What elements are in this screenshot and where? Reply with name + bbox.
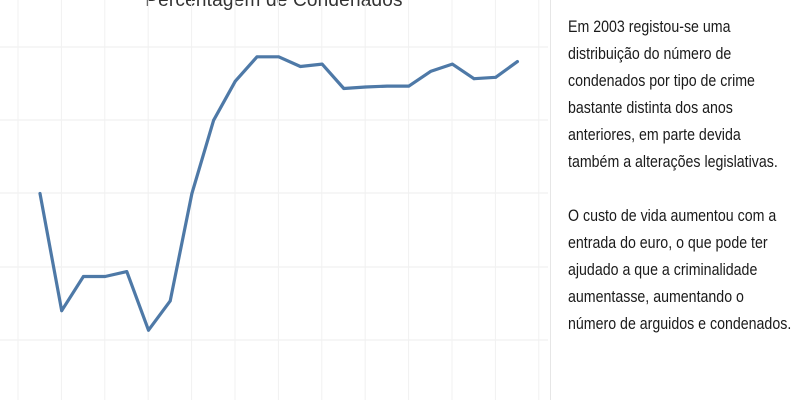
- data-point[interactable]: [60, 309, 64, 313]
- data-point[interactable]: [320, 62, 324, 66]
- data-point[interactable]: [168, 299, 172, 303]
- chart-panel: Percentagem de Condenados: [0, 0, 548, 400]
- data-point[interactable]: [212, 118, 216, 122]
- grid-lines: [0, 0, 548, 400]
- data-point[interactable]: [429, 70, 432, 73]
- data-point[interactable]: [494, 75, 498, 79]
- data-point[interactable]: [147, 328, 150, 332]
- data-point[interactable]: [38, 192, 42, 195]
- data-point[interactable]: [450, 62, 454, 66]
- data-point[interactable]: [364, 85, 367, 89]
- data-point[interactable]: [255, 55, 259, 59]
- data-point[interactable]: [407, 84, 411, 88]
- line-chart: [0, 0, 548, 400]
- panel-divider: [550, 0, 551, 400]
- data-point[interactable]: [516, 60, 519, 63]
- data-point[interactable]: [233, 79, 237, 83]
- data-point[interactable]: [103, 275, 107, 278]
- data-point[interactable]: [277, 55, 281, 59]
- data-point[interactable]: [299, 65, 302, 68]
- data-point[interactable]: [385, 84, 389, 88]
- annotation-text: Em 2003 registou-se uma distribuição do …: [568, 14, 791, 338]
- data-point[interactable]: [82, 275, 85, 278]
- series-layer: [38, 55, 520, 332]
- chart-title: Percentagem de Condenados: [145, 0, 403, 11]
- data-point[interactable]: [125, 270, 129, 273]
- annotation-paragraph-2: O custo de vida aumentou com a entrada d…: [568, 207, 792, 333]
- data-point[interactable]: [472, 77, 476, 81]
- data-point[interactable]: [190, 192, 194, 195]
- data-point[interactable]: [342, 87, 346, 90]
- annotation-paragraph-1: Em 2003 registou-se uma distribuição do …: [568, 18, 778, 171]
